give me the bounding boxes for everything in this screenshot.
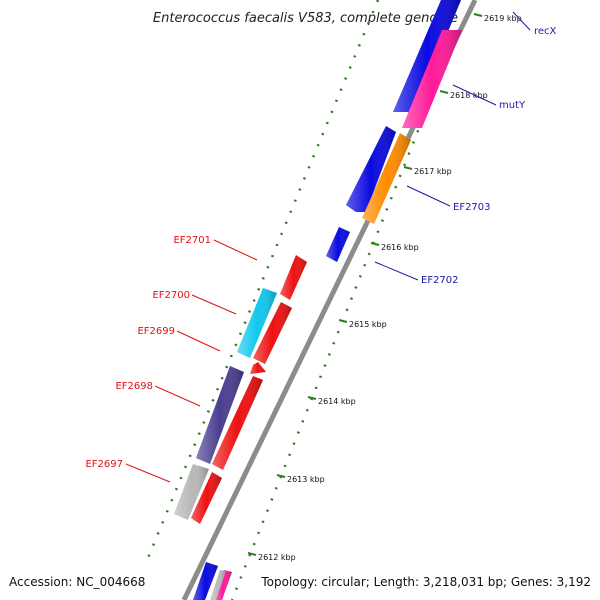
tick-label: 2614 kbp xyxy=(318,397,356,406)
gene-shading xyxy=(250,362,266,374)
gene-shading xyxy=(196,366,244,464)
gene-label-ef2703[interactable]: EF2703 xyxy=(453,202,491,213)
gene-shading xyxy=(362,133,411,224)
gene-label-ef2702[interactable]: EF2702 xyxy=(421,275,459,286)
gene-shading xyxy=(253,302,292,364)
gene-shading xyxy=(393,0,461,112)
gene-shading xyxy=(210,570,226,600)
gene-label-leader xyxy=(154,385,201,407)
gene-label-recx[interactable]: recX xyxy=(534,26,557,37)
gene-label-ef2700[interactable]: EF2700 xyxy=(152,290,190,301)
map-title: Enterococcus faecalis V583, complete gen… xyxy=(153,11,458,26)
gene-label-leader xyxy=(406,185,451,207)
topology-summary: Topology: circular; Length: 3,218,031 bp… xyxy=(260,575,591,589)
tick-mark xyxy=(403,166,413,170)
gene-label-ef2698[interactable]: EF2698 xyxy=(115,381,153,392)
gene-label-leader xyxy=(452,84,497,106)
tick-label: 2616 kbp xyxy=(381,243,419,252)
tick-label: 2618 kbp xyxy=(450,91,488,100)
kbp-ticks: 2612 kbp 2613 kbp 2614 kbp 2615 kbp 2616 kbp… xyxy=(247,13,522,562)
tick-mark xyxy=(307,396,317,400)
gene-label-muty[interactable]: mutY xyxy=(499,100,526,111)
outer-dots-left xyxy=(146,0,380,559)
gene-label-leader xyxy=(191,294,237,315)
gene-labels: recX mutY EF2703 EF2702 EF2701 EF2700 EF2699 EF… xyxy=(85,11,557,483)
gene-label-leader xyxy=(176,330,221,352)
gene-label-leader xyxy=(213,239,258,261)
gene-shading xyxy=(346,126,396,212)
tick-label: 2617 kbp xyxy=(414,167,452,176)
tick-mark xyxy=(247,552,257,556)
gene-shading xyxy=(191,472,222,524)
gene-shading xyxy=(326,227,350,262)
gene-shading xyxy=(212,376,263,470)
tick-mark xyxy=(338,319,348,323)
gene-label-ef2697[interactable]: EF2697 xyxy=(85,459,123,470)
accession-text: Accession: NC_004668 xyxy=(9,575,145,589)
gene-shading xyxy=(402,30,462,128)
gene-shading xyxy=(174,464,209,520)
tick-mark xyxy=(370,242,380,246)
gene-label-ef2701[interactable]: EF2701 xyxy=(173,235,211,246)
tick-mark xyxy=(276,474,286,478)
gene-track xyxy=(174,0,462,600)
gene-label-leader xyxy=(125,463,171,483)
tick-mark xyxy=(439,90,449,94)
gene-shading xyxy=(280,255,307,300)
gene-label-ef2699[interactable]: EF2699 xyxy=(137,326,175,337)
tick-label: 2613 kbp xyxy=(287,475,325,484)
tick-mark xyxy=(473,13,483,17)
gene-shading xyxy=(193,562,218,600)
gene-label-leader xyxy=(374,261,419,281)
tick-label: 2615 kbp xyxy=(349,320,387,329)
gene-label-leader xyxy=(512,11,531,31)
gene-shading xyxy=(237,288,277,358)
tick-label: 2612 kbp xyxy=(258,553,296,562)
tick-label: 2619 kbp xyxy=(484,14,522,23)
outer-dotted-ring xyxy=(146,0,460,600)
